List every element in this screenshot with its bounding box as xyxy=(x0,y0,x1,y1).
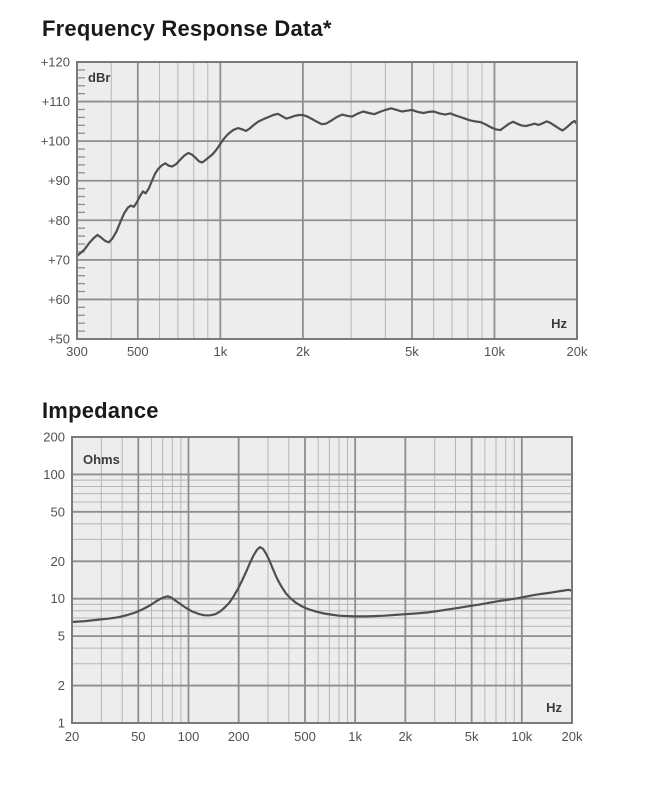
svg-text:5: 5 xyxy=(58,629,65,644)
impedance-plot: 20 50 100 200 500 1k 2k 5k 10k 20k 200 100 50 20 10 5 2 1… xyxy=(43,430,583,745)
svg-text:100: 100 xyxy=(178,729,200,744)
svg-text:20k: 20k xyxy=(562,729,583,744)
svg-text:200: 200 xyxy=(43,430,65,445)
svg-text:20k: 20k xyxy=(567,344,588,359)
plot-area xyxy=(77,62,577,339)
svg-text:1k: 1k xyxy=(348,729,362,744)
impedance-title: Impedance xyxy=(42,398,159,423)
svg-text:10: 10 xyxy=(51,591,65,606)
svg-text:10k: 10k xyxy=(511,729,532,744)
svg-text:5k: 5k xyxy=(465,729,479,744)
data-curve xyxy=(75,107,579,257)
svg-text:+110: +110 xyxy=(42,94,70,109)
svg-text:10k: 10k xyxy=(484,344,505,359)
plot-area xyxy=(72,437,572,723)
frequency-response-title: Frequency Response Data* xyxy=(42,16,332,41)
svg-text:200: 200 xyxy=(228,729,250,744)
svg-text:Ohms: Ohms xyxy=(83,452,120,467)
svg-text:+50: +50 xyxy=(48,332,70,347)
svg-text:+80: +80 xyxy=(48,213,70,228)
svg-text:20: 20 xyxy=(65,729,79,744)
svg-text:2k: 2k xyxy=(398,729,412,744)
svg-text:1: 1 xyxy=(58,716,65,731)
svg-text:+120: +120 xyxy=(41,55,70,70)
svg-text:100: 100 xyxy=(43,467,65,482)
frequency-response-plot: 300 500 1k 2k 5k 10k 20k +120 +110 +100 +90 +80 +70 +… xyxy=(41,55,588,360)
svg-text:+90: +90 xyxy=(48,173,70,188)
svg-text:dBr: dBr xyxy=(88,70,110,85)
svg-text:20: 20 xyxy=(51,554,65,569)
svg-text:500: 500 xyxy=(127,344,149,359)
svg-text:+70: +70 xyxy=(48,252,70,267)
svg-text:+100: +100 xyxy=(41,134,70,149)
svg-text:1k: 1k xyxy=(213,344,227,359)
svg-text:2: 2 xyxy=(58,678,65,693)
svg-text:500: 500 xyxy=(294,729,316,744)
svg-text:2k: 2k xyxy=(296,344,310,359)
svg-text:+60: +60 xyxy=(48,292,70,307)
svg-text:Hz: Hz xyxy=(551,316,567,331)
data-curve xyxy=(70,545,574,624)
svg-text:50: 50 xyxy=(51,504,65,519)
svg-text:300: 300 xyxy=(66,344,88,359)
svg-text:5k: 5k xyxy=(405,344,419,359)
svg-text:50: 50 xyxy=(131,729,145,744)
svg-text:Hz: Hz xyxy=(546,700,562,715)
